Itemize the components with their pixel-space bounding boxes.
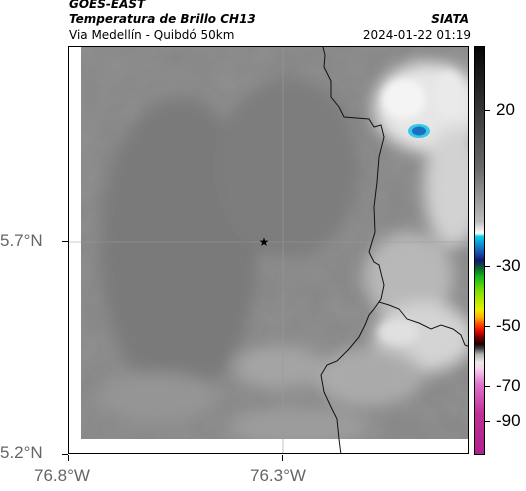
satellite-source: GOES-EAST: [69, 0, 146, 11]
timestamp-label: 2024-01-22 01:19: [362, 28, 471, 42]
colorbar-tick: [485, 386, 490, 387]
lat-label-5.7: 5.7°N: [0, 231, 43, 250]
lat-tick: [62, 241, 68, 242]
boundary-line-secondary: [378, 301, 468, 347]
cold-cloud-cell: [408, 124, 430, 138]
map-image: ★: [69, 47, 468, 453]
colorbar-tick: [485, 110, 490, 111]
colorbar-tick: [485, 266, 490, 267]
dark-region: [99, 77, 359, 397]
agency-label: SIATA: [431, 12, 469, 26]
satellite-map[interactable]: ★: [68, 46, 469, 454]
colorbar-label-minus30: -30: [496, 256, 521, 275]
lat-tick: [62, 454, 68, 455]
temperature-colorbar: [474, 46, 485, 455]
colorbar-label-minus50: -50: [496, 316, 521, 335]
lat-label-5.2: 5.2°N: [0, 443, 43, 462]
region-label: Via Medellín - Quibdó 50km: [69, 28, 235, 42]
colorbar-tick: [485, 326, 490, 327]
lon-label-76.3: 76.3°W: [250, 466, 306, 485]
star-marker[interactable]: ★: [259, 235, 270, 249]
colorbar-label-minus70: -70: [496, 376, 521, 395]
product-title: Temperatura de Brillo CH13: [69, 12, 256, 26]
lon-tick: [68, 455, 69, 461]
colorbar-label-20: 20: [496, 100, 515, 119]
lon-tick: [282, 455, 283, 461]
lon-label-76.8: 76.8°W: [34, 466, 90, 485]
colorbar-tick: [485, 421, 490, 422]
colorbar-label-minus90: -90: [496, 411, 521, 430]
boundary-line: [320, 47, 385, 453]
